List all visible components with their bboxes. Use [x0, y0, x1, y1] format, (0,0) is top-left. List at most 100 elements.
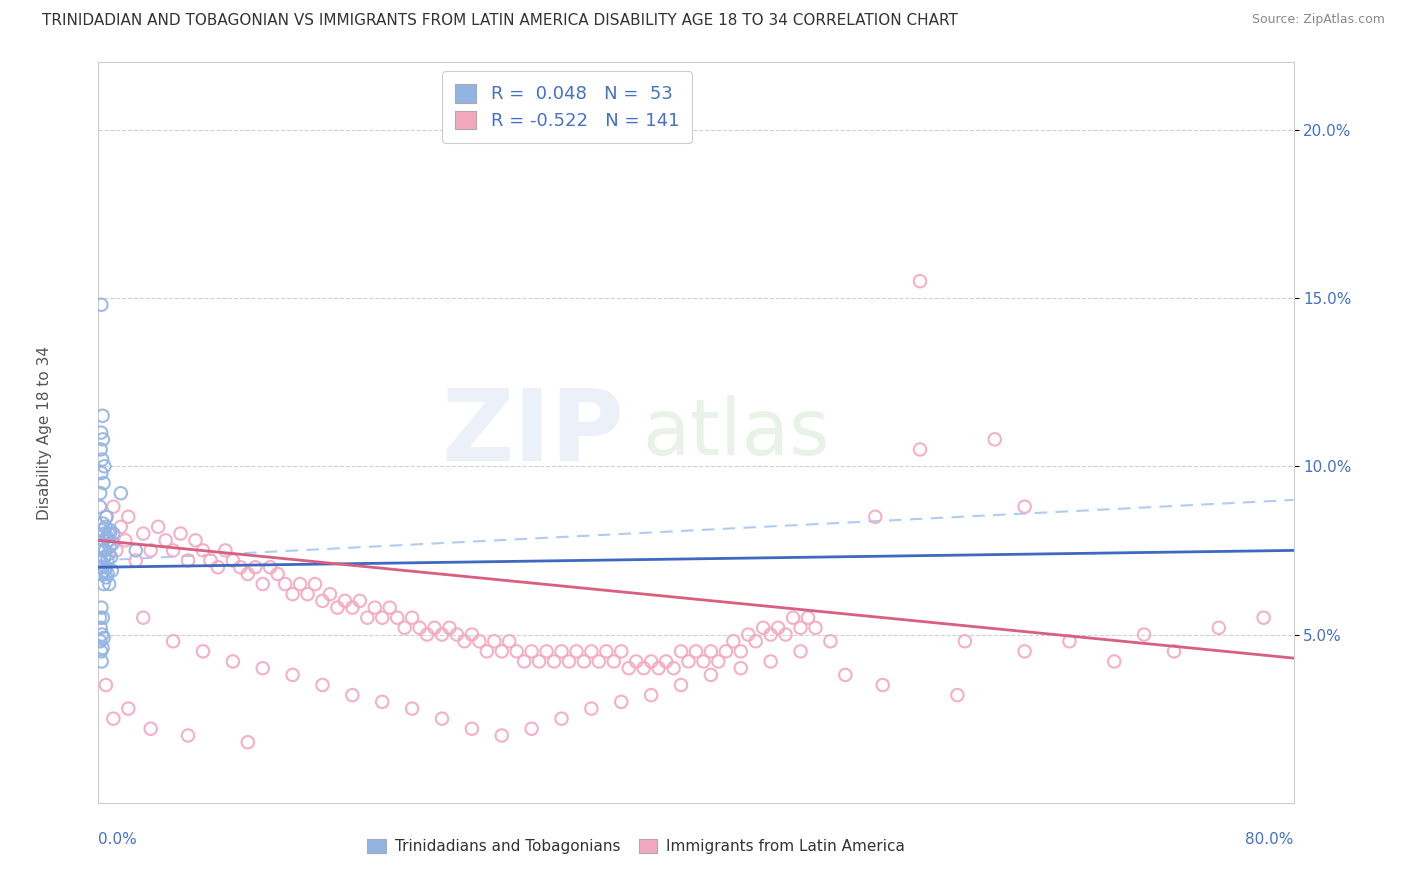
- Point: [110, 520, 132, 534]
- Point: [640, 688, 662, 702]
- Point: [297, 587, 319, 601]
- Point: [117, 701, 139, 715]
- Point: [89, 634, 111, 648]
- Point: [714, 644, 737, 658]
- Point: [90, 298, 112, 312]
- Point: [96, 570, 118, 584]
- Point: [139, 722, 162, 736]
- Point: [90, 621, 112, 635]
- Point: [105, 543, 128, 558]
- Text: 0.0%: 0.0%: [98, 832, 138, 847]
- Point: [908, 442, 931, 457]
- Point: [177, 553, 200, 567]
- Point: [820, 634, 842, 648]
- Point: [745, 634, 768, 648]
- Point: [640, 655, 662, 669]
- Point: [506, 644, 529, 658]
- Point: [162, 543, 184, 558]
- Point: [834, 668, 856, 682]
- Point: [281, 668, 304, 682]
- Point: [91, 540, 114, 554]
- Point: [550, 712, 572, 726]
- Point: [669, 644, 692, 658]
- Point: [90, 466, 112, 480]
- Point: [333, 594, 356, 608]
- Point: [91, 452, 114, 467]
- Point: [371, 695, 394, 709]
- Point: [91, 516, 114, 531]
- Point: [93, 476, 115, 491]
- Point: [342, 600, 364, 615]
- Point: [103, 526, 125, 541]
- Point: [669, 678, 692, 692]
- Point: [97, 533, 120, 548]
- Point: [98, 577, 121, 591]
- Point: [97, 566, 120, 581]
- Point: [775, 627, 797, 641]
- Point: [498, 634, 520, 648]
- Point: [207, 560, 229, 574]
- Point: [236, 735, 259, 749]
- Point: [125, 553, 148, 567]
- Point: [191, 644, 214, 658]
- Point: [610, 695, 633, 709]
- Point: [89, 500, 111, 514]
- Point: [1014, 500, 1036, 514]
- Point: [1133, 627, 1156, 641]
- Point: [169, 526, 191, 541]
- Point: [543, 655, 565, 669]
- Point: [647, 661, 669, 675]
- Point: [304, 577, 326, 591]
- Point: [865, 509, 887, 524]
- Point: [1059, 634, 1081, 648]
- Point: [110, 486, 132, 500]
- Point: [581, 644, 603, 658]
- Point: [125, 543, 148, 558]
- Point: [446, 627, 468, 641]
- Point: [96, 553, 118, 567]
- Point: [326, 600, 349, 615]
- Point: [200, 553, 222, 567]
- Point: [132, 526, 155, 541]
- Point: [766, 621, 789, 635]
- Point: [1163, 644, 1185, 658]
- Point: [550, 644, 572, 658]
- Point: [90, 425, 112, 440]
- Point: [274, 577, 297, 591]
- Point: [93, 550, 115, 565]
- Point: [139, 543, 162, 558]
- Text: Source: ZipAtlas.com: Source: ZipAtlas.com: [1251, 13, 1385, 27]
- Point: [281, 587, 304, 601]
- Point: [484, 634, 506, 648]
- Point: [588, 655, 610, 669]
- Point: [617, 661, 640, 675]
- Point: [475, 644, 498, 658]
- Point: [89, 610, 111, 624]
- Point: [385, 610, 409, 624]
- Point: [90, 553, 112, 567]
- Point: [581, 701, 603, 715]
- Point: [737, 627, 759, 641]
- Point: [491, 729, 513, 743]
- Point: [356, 610, 378, 624]
- Point: [96, 509, 118, 524]
- Point: [633, 661, 655, 675]
- Point: [90, 600, 112, 615]
- Point: [430, 712, 453, 726]
- Point: [94, 509, 117, 524]
- Point: [804, 621, 827, 635]
- Point: [371, 610, 394, 624]
- Point: [759, 655, 782, 669]
- Point: [91, 433, 114, 447]
- Point: [513, 655, 536, 669]
- Text: atlas: atlas: [643, 394, 830, 471]
- Point: [98, 526, 122, 541]
- Point: [177, 729, 200, 743]
- Point: [520, 644, 543, 658]
- Point: [94, 520, 117, 534]
- Point: [408, 621, 430, 635]
- Point: [378, 600, 401, 615]
- Point: [90, 644, 112, 658]
- Point: [558, 655, 581, 669]
- Point: [319, 587, 342, 601]
